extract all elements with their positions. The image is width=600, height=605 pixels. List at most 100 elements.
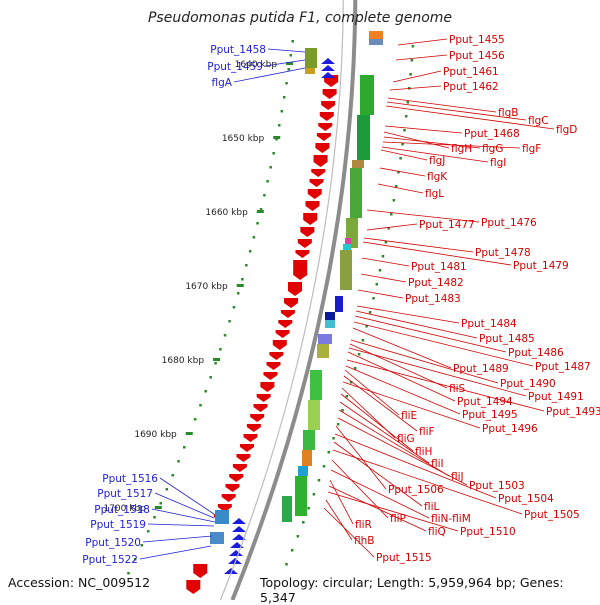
feature-block (295, 476, 307, 516)
tick-label: 1640 kbp (235, 60, 278, 70)
tick-label: 1680 kbp (162, 356, 205, 366)
right-leader (332, 449, 523, 515)
right-leader (346, 359, 545, 412)
reverse-gene-arrow (193, 564, 208, 578)
right-gene-label: Pput_1505 (524, 509, 580, 521)
right-leader (395, 54, 448, 61)
right-gene-label: flgI (490, 157, 506, 169)
right-leader (381, 146, 489, 163)
left-leader (154, 492, 215, 519)
reverse-gene-arrow (300, 227, 315, 237)
forward-gene-arrow (232, 526, 246, 532)
right-gene-label: fliJ (451, 471, 464, 483)
right-leader (328, 485, 427, 532)
reverse-gene-arrow (319, 112, 334, 121)
outer-ring-dot (327, 451, 331, 454)
right-gene-label: fliI (431, 458, 444, 470)
forward-gene-arrow (224, 568, 238, 574)
outer-ring-dot (372, 297, 375, 300)
ring-dot (256, 222, 259, 225)
ring-dot (182, 446, 186, 449)
right-gene-label: Pput_1483 (405, 293, 461, 305)
topology-text: Topology: circular; Length: 5,959,964 bp… (258, 575, 600, 605)
right-gene-label: Pput_1504 (498, 493, 554, 505)
outer-ring-dot (290, 549, 294, 552)
right-leader (379, 167, 426, 177)
ring-dot (127, 572, 130, 575)
outer-ring-dot (349, 381, 353, 384)
outer-ring-dot (378, 269, 382, 272)
forward-gene-arrow (232, 534, 246, 540)
feature-block (352, 160, 364, 168)
right-leader (335, 425, 387, 490)
right-leader (347, 351, 456, 402)
left-gene-label: Pput_1518 (94, 504, 150, 516)
reverse-gene-arrow (221, 494, 236, 502)
feature-block (357, 115, 370, 160)
right-leader (380, 149, 428, 161)
reverse-gene-arrow (305, 201, 320, 211)
outer-ring-dot (411, 45, 415, 48)
right-gene-label: fliN-fliM (431, 513, 471, 525)
right-leader (331, 459, 389, 519)
feature-block (318, 334, 332, 344)
right-gene-label: Pput_1496 (482, 423, 538, 435)
right-gene-label: Pput_1461 (443, 66, 499, 78)
reverse-gene-arrow (318, 123, 333, 131)
left-leader (142, 535, 213, 543)
right-leader (356, 305, 460, 324)
right-gene-label: flgJ (429, 155, 445, 167)
outer-ring-dot (368, 311, 372, 314)
right-gene-label: fliS (449, 383, 466, 395)
right-leader (325, 499, 353, 541)
left-gene-label: flgA (212, 77, 233, 89)
forward-gene-arrow (229, 550, 243, 556)
left-gene-label: Pput_1459 (207, 61, 263, 73)
ring-dot (199, 404, 202, 407)
feature-block (343, 244, 351, 250)
feature-block (305, 68, 315, 74)
right-gene-label: fliP (390, 513, 406, 525)
right-gene-label: fliL (424, 501, 440, 513)
right-gene-label: flgL (425, 188, 444, 200)
right-gene-label: Pput_1482 (408, 277, 464, 289)
feature-block (317, 344, 329, 358)
forward-gene-arrow (232, 518, 246, 524)
outer-ring-dot (353, 367, 357, 370)
tick-label: 1700 kbp (103, 504, 146, 514)
feature-block (215, 510, 229, 524)
outer-ring-dot (317, 479, 321, 482)
gene-tracks (186, 31, 383, 600)
right-leader (383, 136, 481, 149)
right-gene-label: Pput_1506 (388, 484, 444, 496)
reverse-gene-arrow (186, 580, 201, 594)
right-gene-label: Pput_1491 (528, 391, 584, 403)
reverse-gene-arrow (280, 310, 295, 318)
reverse-gene-arrow (284, 298, 299, 308)
left-leader (147, 523, 215, 527)
right-gene-label: Pput_1510 (460, 526, 516, 538)
right-leader (334, 433, 497, 499)
ring-dot (204, 390, 207, 393)
right-leader (348, 347, 527, 397)
right-leader (363, 237, 474, 253)
left-gene-label: Pput_1519 (90, 519, 146, 531)
outer-ring-dot (392, 199, 396, 202)
outer-ring-dot (397, 171, 400, 174)
right-leader (355, 310, 478, 339)
left-gene-label: Pput_1517 (97, 488, 153, 500)
reverse-gene-arrow (239, 444, 254, 452)
outer-ring-dot (390, 213, 393, 216)
right-leader (352, 327, 452, 369)
ring-dot (263, 194, 266, 197)
left-leader (267, 48, 306, 53)
right-leader (377, 183, 424, 194)
right-gene-label: Pput_1477 (419, 219, 475, 231)
right-leader (338, 409, 450, 477)
right-gene-label: flgG (482, 143, 503, 155)
right-gene-label: Pput_1487 (535, 361, 591, 373)
outer-ring-dot (312, 493, 316, 496)
outer-ring-dot (410, 59, 414, 62)
right-leader (360, 273, 407, 283)
right-gene-label: flgD (556, 124, 577, 136)
